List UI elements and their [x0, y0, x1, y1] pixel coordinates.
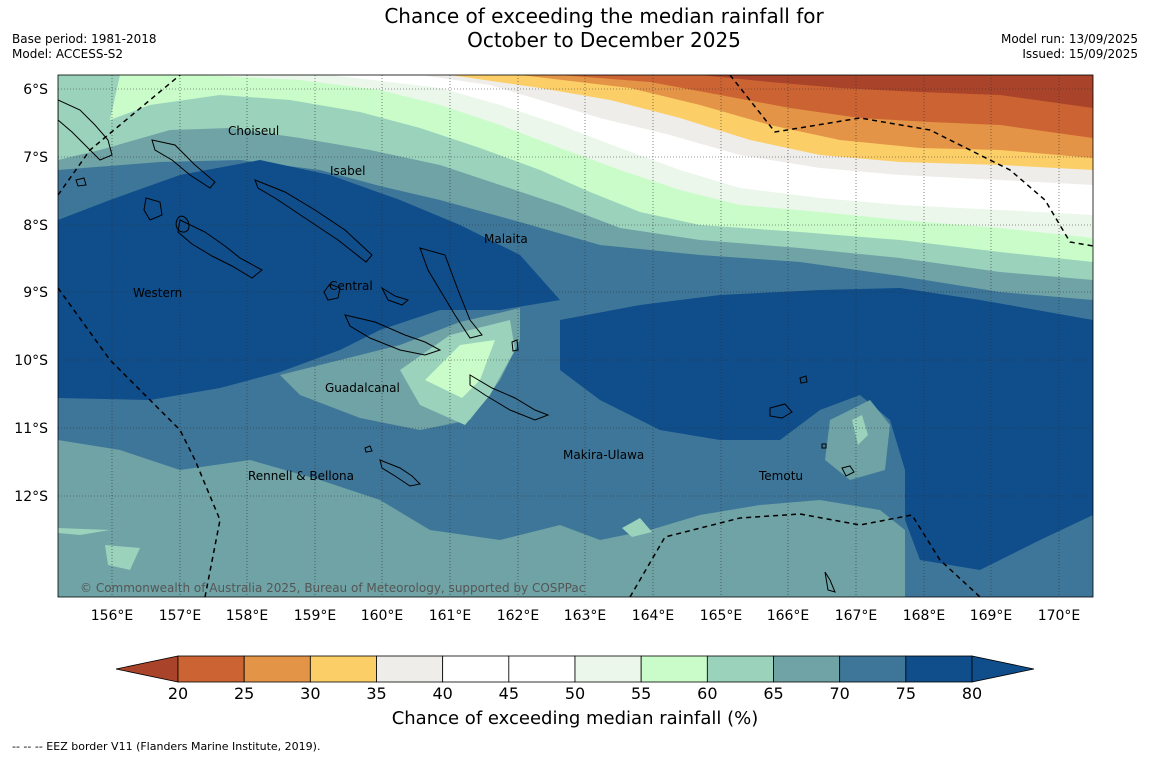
lat-label: 7°S: [23, 150, 48, 166]
probability-fill-70-75-south: [58, 440, 905, 597]
region-labels: Choiseul Isabel Malaita Western Central …: [133, 124, 803, 483]
colorbar-cell: [706, 655, 774, 683]
lon-label: 164°E: [632, 608, 675, 624]
lat-label: 12°S: [14, 489, 48, 505]
colorbar-cell: [442, 655, 510, 683]
colorbar-tick-label: 35: [366, 684, 386, 703]
lon-label: 158°E: [226, 608, 269, 624]
coastlines: [58, 99, 855, 593]
colorbar-tick-label: 55: [631, 684, 651, 703]
meta-right: Model run: 13/09/2025 Issued: 15/09/2025: [1001, 32, 1138, 62]
colorbar-cell: [309, 655, 377, 683]
lon-label: 160°E: [361, 608, 404, 624]
lat-label: 6°S: [23, 82, 48, 98]
colorbar-left-extension: [115, 655, 179, 683]
probability-fill-65-70-temotu: [852, 415, 868, 445]
model-run-text: Model run: 13/09/2025: [1000, 32, 1138, 46]
base-period-text: Base period: 1981-2018: [12, 32, 157, 46]
probability-fill-65-70-south-a: [105, 545, 140, 570]
colorbar-tick-label: 30: [300, 684, 320, 703]
lon-label: 169°E: [970, 608, 1013, 624]
region-label: Choiseul: [228, 124, 279, 138]
region-label: Makira-Ulawa: [563, 448, 644, 462]
lon-label: 159°E: [294, 608, 337, 624]
longitude-labels: 156°E 157°E 158°E 159°E 160°E 161°E 162°…: [91, 608, 1081, 624]
lon-label: 162°E: [497, 608, 540, 624]
colorbar-right-extension: [971, 655, 1035, 683]
lon-label: 166°E: [767, 608, 810, 624]
region-label: Central: [329, 279, 373, 293]
colorbar-cell: [905, 655, 973, 683]
colorbar-tick-label: 20: [168, 684, 188, 703]
lon-label: 157°E: [159, 608, 202, 624]
graticule: [58, 75, 1093, 597]
colorbar-tick-label: 65: [763, 684, 783, 703]
model-text: Model: ACCESS-S2: [12, 47, 124, 61]
colorbar-tick-label: 75: [896, 684, 916, 703]
colorbar-cell: [574, 655, 642, 683]
copyright-text: © Commonwealth of Australia 2025, Bureau…: [80, 581, 585, 595]
region-label: Rennell & Bellona: [248, 469, 354, 483]
lat-label: 10°S: [14, 353, 48, 369]
map-area: Choiseul Isabel Malaita Western Central …: [58, 75, 1093, 597]
colorbar-tick-label: 60: [697, 684, 717, 703]
probability-fill-above-80-west: [58, 160, 560, 400]
lon-label: 170°E: [1038, 608, 1081, 624]
map-title: Chance of exceeding the median rainfall …: [0, 4, 1150, 52]
region-label: Isabel: [330, 164, 365, 178]
colorbar-cell: [508, 655, 576, 683]
probability-fill-above-80-east: [560, 288, 1093, 570]
colorbar-tick-label: 70: [829, 684, 849, 703]
meta-left: Base period: 1981-2018 Model: ACCESS-S2: [12, 32, 157, 62]
colorbar-cell: [773, 655, 841, 683]
colorbar-cell: [376, 655, 444, 683]
probability-fill-60-65-guadalcanal: [425, 340, 495, 398]
region-label: Malaita: [484, 232, 528, 246]
colorbar-cell: [177, 655, 245, 683]
colorbar-cell: [839, 655, 907, 683]
title-line-1: Chance of exceeding the median rainfall …: [384, 4, 824, 28]
lat-label: 9°S: [23, 285, 48, 301]
eez-footnote: -- -- -- EEZ border V11 (Flanders Marine…: [12, 740, 321, 753]
colorbar-tick-labels: 20 25 30 35 40 45 50 55 60 65 70 75 80: [168, 684, 982, 703]
latitude-labels: 6°S 7°S 8°S 9°S 10°S 11°S 12°S: [14, 82, 48, 505]
lon-label: 165°E: [700, 608, 743, 624]
lon-label: 167°E: [835, 608, 878, 624]
probability-fill-65-70-south-c: [58, 528, 110, 535]
colorbar: 20 25 30 35 40 45 50 55 60 65 70 75 80: [115, 655, 1035, 703]
issued-text: Issued: 15/09/2025: [1022, 47, 1138, 61]
colorbar-cell: [243, 655, 311, 683]
title-line-2: October to December 2025: [467, 28, 741, 52]
lat-label: 8°S: [23, 218, 48, 234]
colorbar-tick-label: 50: [565, 684, 585, 703]
region-label: Guadalcanal: [325, 381, 400, 395]
lat-label: 11°S: [14, 421, 48, 437]
probability-fill-20-25: [700, 75, 1093, 108]
probability-fill-65-70-south-b: [622, 518, 652, 537]
lon-label: 168°E: [903, 608, 946, 624]
colorbar-tick-label: 40: [432, 684, 452, 703]
region-label: Temotu: [758, 469, 803, 483]
lon-label: 163°E: [564, 608, 607, 624]
lon-label: 156°E: [91, 608, 134, 624]
colorbar-tick-label: 45: [499, 684, 519, 703]
colorbar-tick-label: 80: [962, 684, 982, 703]
map-frame: [57, 74, 1094, 598]
colorbar-tick-label: 25: [234, 684, 254, 703]
colorbar-title: Chance of exceeding median rainfall (%): [391, 708, 759, 729]
region-label: Western: [133, 286, 182, 300]
colorbar-cells: [177, 655, 973, 683]
colorbar-cell: [640, 655, 708, 683]
lon-label: 161°E: [429, 608, 472, 624]
